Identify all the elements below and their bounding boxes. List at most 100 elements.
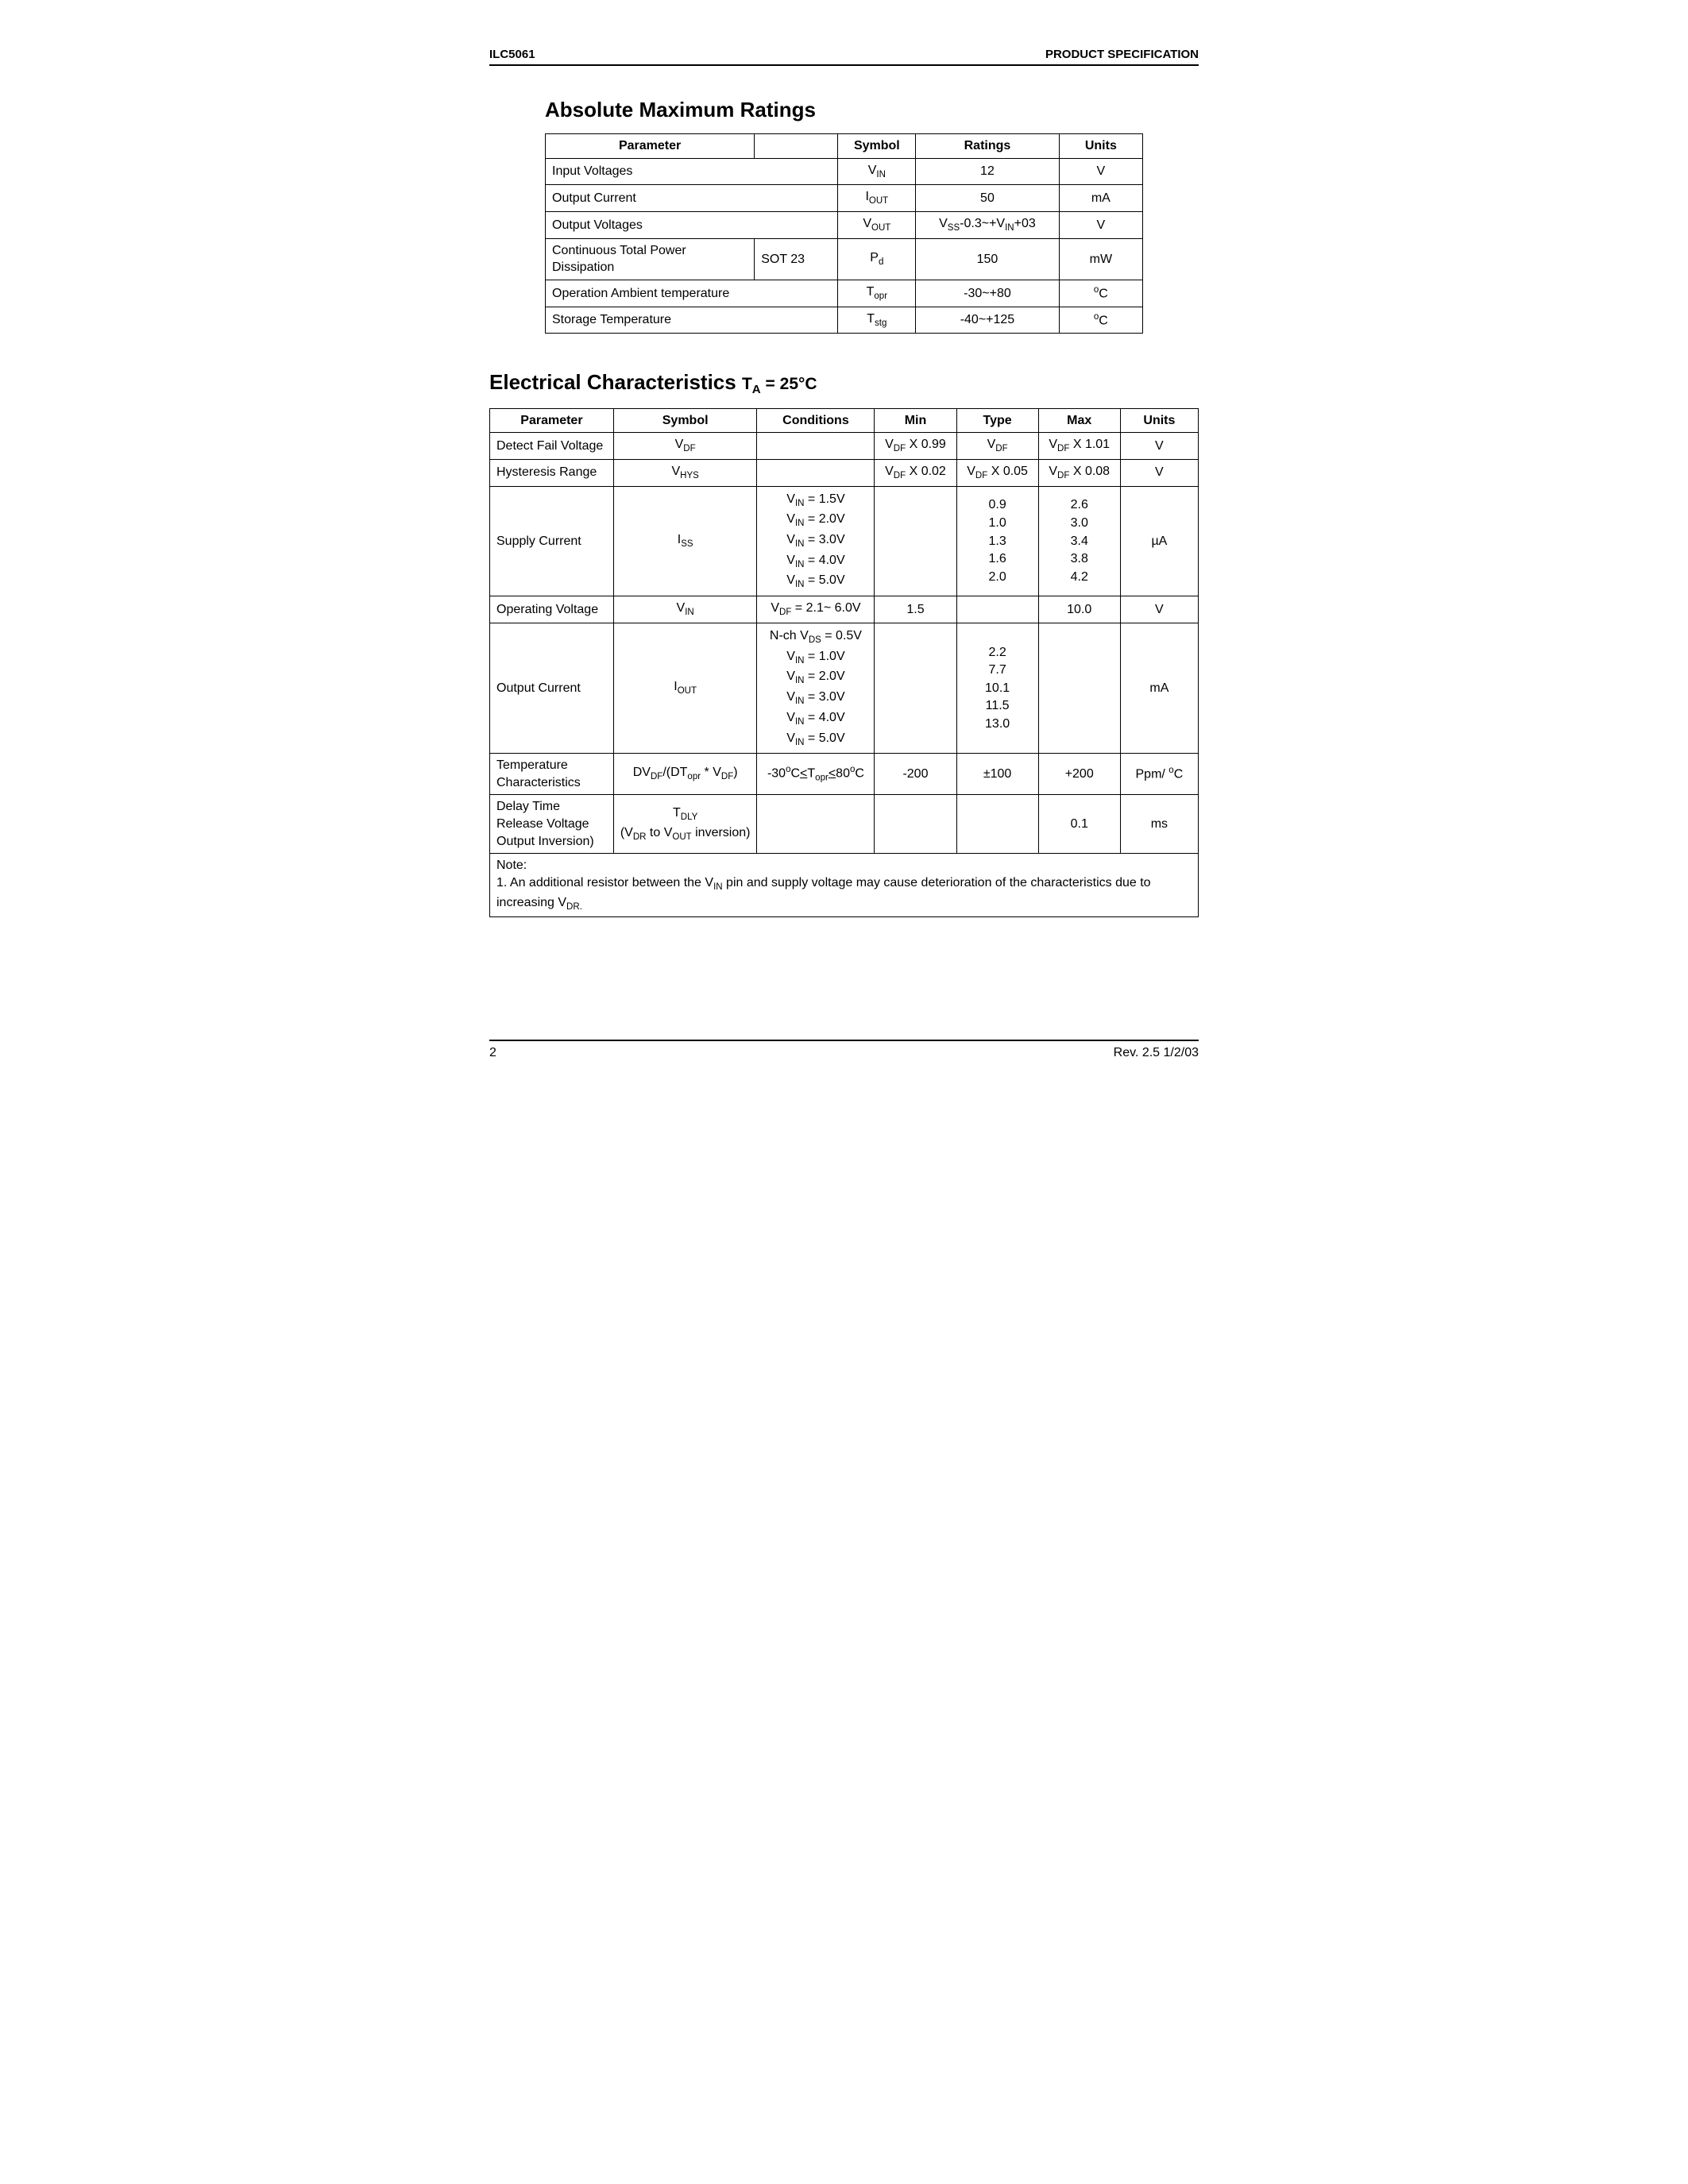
ec-table: ParameterSymbolConditionsMinTypeMaxUnits… [489, 408, 1199, 918]
part-number: ILC5061 [489, 48, 535, 61]
cell-conditions: VIN = 1.5VVIN = 2.0VVIN = 3.0VVIN = 4.0V… [757, 486, 875, 596]
cell-max: VDF X 1.01 [1038, 433, 1120, 460]
cell-min: VDF X 0.02 [875, 459, 956, 486]
ec-title-text: Electrical Characteristics [489, 370, 742, 394]
cell-units: mA [1120, 623, 1198, 753]
amr-col-header: Units [1059, 134, 1142, 159]
cell-max: 10.0 [1038, 596, 1120, 623]
amr-col-header [755, 134, 838, 159]
cell-parameter: Supply Current [490, 486, 614, 596]
table-row: Input VoltagesVIN12V [546, 158, 1143, 185]
cell-parameter: Output Current [490, 623, 614, 753]
cell-units: µA [1120, 486, 1198, 596]
ec-col-header: Conditions [757, 408, 875, 433]
table-row: Operation Ambient temperatureTopr-30~+80… [546, 280, 1143, 307]
cell-parameter: Temperature Characteristics [490, 754, 614, 795]
cell-type: ±100 [956, 754, 1038, 795]
ec-col-header: Symbol [613, 408, 757, 433]
cell-units: V [1120, 433, 1198, 460]
cell-units: V [1059, 212, 1142, 239]
cell-ratings: 12 [916, 158, 1059, 185]
cell-parameter: Operating Voltage [490, 596, 614, 623]
note-row: Note:1. An additional resistor between t… [490, 854, 1199, 917]
cell-ratings: 50 [916, 185, 1059, 212]
table-row: Delay Time Release Voltage Output Invers… [490, 795, 1199, 854]
cell-parameter: Delay Time Release Voltage Output Invers… [490, 795, 614, 854]
cell-min: VDF X 0.99 [875, 433, 956, 460]
cell-symbol: VHYS [613, 459, 757, 486]
ec-title: Electrical Characteristics TA = 25°C [489, 370, 1199, 396]
cell-min [875, 486, 956, 596]
cell-units: V [1120, 596, 1198, 623]
cell-type [956, 795, 1038, 854]
cell-parameter: Output Voltages [546, 212, 838, 239]
cell-ratings: 150 [916, 238, 1059, 280]
ec-title-cond: TA = 25°C [742, 375, 817, 393]
ec-col-header: Units [1120, 408, 1198, 433]
cell-units: mA [1059, 185, 1142, 212]
ec-col-header: Max [1038, 408, 1120, 433]
ec-col-header: Type [956, 408, 1038, 433]
cell-max: 2.63.03.43.84.2 [1038, 486, 1120, 596]
cell-max: 0.1 [1038, 795, 1120, 854]
ec-col-header: Parameter [490, 408, 614, 433]
amr-col-header: Parameter [546, 134, 755, 159]
cell-type: 0.91.01.31.62.0 [956, 486, 1038, 596]
cell-symbol: VOUT [838, 212, 916, 239]
revision: Rev. 2.5 1/2/03 [1114, 1046, 1199, 1060]
cell-symbol: IOUT [838, 185, 916, 212]
cell-units: oC [1059, 307, 1142, 334]
cell-parameter: Operation Ambient temperature [546, 280, 838, 307]
cell-symbol: Topr [838, 280, 916, 307]
table-row: Operating VoltageVINVDF = 2.1~ 6.0V1.5 10… [490, 596, 1199, 623]
table-row: Output CurrentIOUT50mA [546, 185, 1143, 212]
cell-parameter: Continuous Total Power Dissipation [546, 238, 755, 280]
amr-section: Absolute Maximum Ratings Parameter Symbol… [489, 98, 1199, 334]
amr-col-header: Symbol [838, 134, 916, 159]
table-row: Detect Fail VoltageVDFVDF X 0.99VDFVDF X… [490, 433, 1199, 460]
cell-conditions: VDF = 2.1~ 6.0V [757, 596, 875, 623]
table-row: Output VoltagesVOUTVSS-0.3~+VIN+03V [546, 212, 1143, 239]
table-row: Storage TemperatureTstg-40~+125oC [546, 307, 1143, 334]
ec-col-header: Min [875, 408, 956, 433]
cell-parameter: Output Current [546, 185, 838, 212]
cell-symbol: VIN [613, 596, 757, 623]
amr-title: Absolute Maximum Ratings [545, 98, 1143, 122]
cell-type: VDF X 0.05 [956, 459, 1038, 486]
table-row: Temperature CharacteristicsDVDF/(DTopr *… [490, 754, 1199, 795]
cell-symbol: Tstg [838, 307, 916, 334]
cell-conditions [757, 433, 875, 460]
cell-min [875, 623, 956, 753]
cell-units: V [1059, 158, 1142, 185]
page-footer: 2 Rev. 2.5 1/2/03 [489, 1040, 1199, 1060]
cell-units: V [1120, 459, 1198, 486]
cell-units: oC [1059, 280, 1142, 307]
table-row: Continuous Total Power DissipationSOT 23… [546, 238, 1143, 280]
cell-package: SOT 23 [755, 238, 838, 280]
cell-ratings: -40~+125 [916, 307, 1059, 334]
page: ILC5061 PRODUCT SPECIFICATION Absolute M… [422, 0, 1266, 1092]
table-row: Hysteresis RangeVHYS VDF X 0.02VDF X 0.05… [490, 459, 1199, 486]
cell-max: VDF X 0.08 [1038, 459, 1120, 486]
cell-type: VDF [956, 433, 1038, 460]
cell-parameter: Detect Fail Voltage [490, 433, 614, 460]
cell-type [956, 596, 1038, 623]
cell-max: +200 [1038, 754, 1120, 795]
cell-symbol: VIN [838, 158, 916, 185]
cell-symbol: TDLY(VDR to VOUT inversion) [613, 795, 757, 854]
cell-type: 2.27.710.111.513.0 [956, 623, 1038, 753]
cell-symbol: VDF [613, 433, 757, 460]
cell-max [1038, 623, 1120, 753]
cell-units: mW [1059, 238, 1142, 280]
cell-min [875, 795, 956, 854]
cell-symbol: IOUT [613, 623, 757, 753]
amr-table: Parameter SymbolRatingsUnitsInput Voltage… [545, 133, 1143, 334]
cell-units: Ppm/ oC [1120, 754, 1198, 795]
cell-parameter: Hysteresis Range [490, 459, 614, 486]
cell-min: 1.5 [875, 596, 956, 623]
page-header: ILC5061 PRODUCT SPECIFICATION [489, 48, 1199, 66]
cell-conditions: -30oC<Topr<80oC [757, 754, 875, 795]
cell-conditions [757, 795, 875, 854]
amr-col-header: Ratings [916, 134, 1059, 159]
cell-parameter: Storage Temperature [546, 307, 838, 334]
